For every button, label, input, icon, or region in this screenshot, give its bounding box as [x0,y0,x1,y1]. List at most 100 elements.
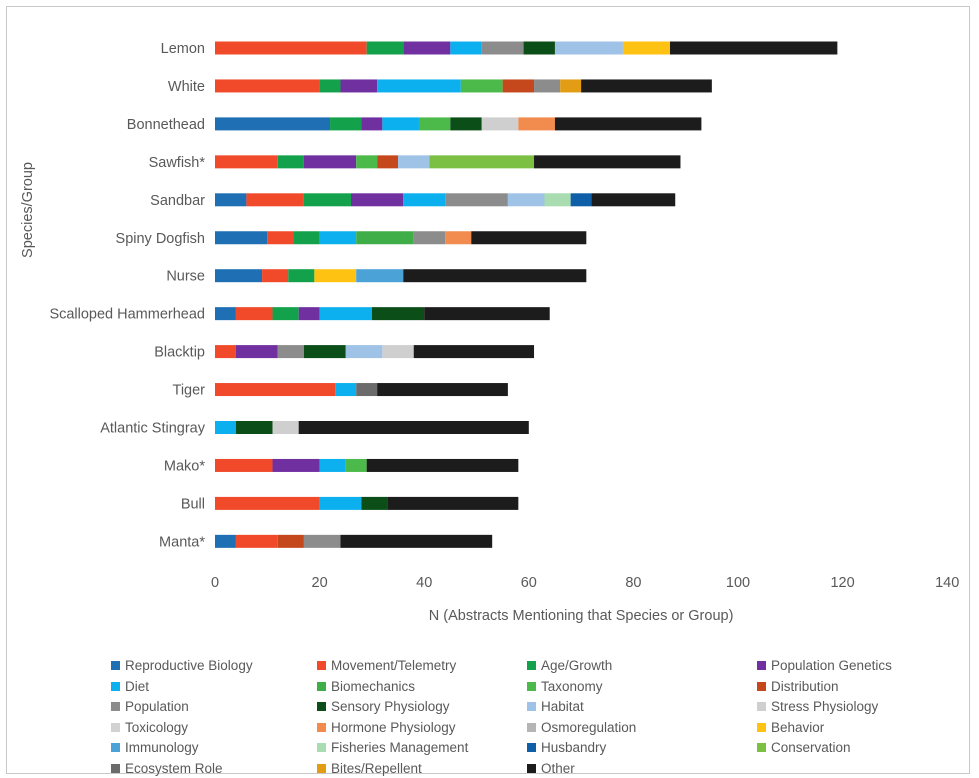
legend-label: Age/Growth [541,658,613,673]
bar-lemon-other [670,41,838,55]
bar-sawfish-other [534,155,681,169]
legend-label: Diet [125,678,150,694]
legend-item-conservation: Conservation [757,740,851,755]
bar-scalloped-hammerhead-population-genetics [298,307,320,321]
legend-swatch [111,681,120,691]
legend-swatch [527,743,536,752]
bar-manta-movement-telemetry [235,534,278,548]
bar-blacktip-stress-physiology [382,345,414,359]
bar-white-bites-repellent [560,79,582,93]
category-label: White [168,79,205,95]
bar-lemon-age-growth [366,41,404,55]
bar-sandbar-habitat [507,193,545,207]
legend-swatch [527,702,536,711]
legend-swatch [757,681,766,691]
stacked-bar-chart: Lemon White Bonnethead Sawfish* Sandbar Spiny… [20,41,959,624]
bar-lemon-sensory-physiology [523,41,555,55]
bar-scalloped-hammerhead-other [424,307,550,321]
legend-swatch [317,763,326,773]
bar-lemon-movement-telemetry [215,41,367,55]
legend-swatch [317,681,326,691]
legend-item-biomechanics: Biomechanics [317,679,415,694]
x-tick-label: 40 [416,575,432,591]
legend-label: Movement/Telemetry [331,658,457,673]
bar-manta-reproductive-biology [215,534,236,548]
bar-spiny-dogfish-reproductive-biology [215,231,268,245]
bar-bonnethead-taxonomy [418,117,451,131]
bar-blacktip-population [277,345,304,359]
bar-scalloped-hammerhead-reproductive-biology [215,307,236,321]
bar-lemon-diet [450,41,482,55]
legend-label: Husbandry [541,740,607,755]
bar-spiny-dogfish-diet [319,231,357,245]
legend-swatch [757,722,766,732]
legend-label: Osmoregulation [541,719,637,735]
bar-blacktip-sensory-physiology [303,345,346,359]
legend-label: Bites/Repellent [331,760,422,776]
bar-sandbar-age-growth [303,193,351,207]
legend-item-population: Population [111,699,189,714]
bar-white-population-genetics [340,79,378,93]
bar-white-age-growth [319,79,341,93]
legend-swatch [111,763,120,773]
bar-bonnethead-hormone-physiology [518,117,555,131]
legend-item-distribution: Distribution [757,679,839,694]
bar-white-movement-telemetry [215,79,320,93]
bar-sandbar-population-genetics [350,193,404,207]
bar-lemon-population-genetics [403,41,451,55]
bar-manta-other [340,534,493,548]
legend-swatch [757,661,766,670]
bar-blacktip-habitat [345,345,383,359]
bar-lemon-behavior [622,41,671,55]
bar-scalloped-hammerhead-age-growth [272,307,299,321]
legend-label: Sensory Physiology [331,699,450,714]
bar-manta-population [303,534,341,548]
bar-sandbar-husbandry [570,193,592,207]
x-axis-title: N (Abstracts Mentioning that Species or … [429,608,734,624]
bar-scalloped-hammerhead-movement-telemetry [235,307,273,321]
legend-item-population-genetics: Population Genetics [757,658,892,673]
legend-label: Ecosystem Role [125,760,223,776]
legend-label: Distribution [771,678,839,694]
legend-item-osmoregulation: Osmoregulation [527,720,636,735]
legend-label: Habitat [541,699,584,714]
legend-item-toxicology: Toxicology [111,720,188,735]
bar-bonnethead-sensory-physiology [450,117,482,131]
bar-lemon-population [481,41,524,55]
category-label: Tiger [173,383,206,399]
bar-mako-other [366,458,519,472]
bar-bonnethead-diet [382,117,419,131]
legend-swatch [527,763,536,773]
bar-nurse-behavior [314,269,357,283]
bar-white-diet [377,79,461,93]
legend-item-stress-physiology: Stress Physiology [757,699,878,714]
x-tick-label: 20 [312,575,328,591]
bar-nurse-reproductive-biology [215,269,263,283]
bar-bonnethead-other [554,117,702,131]
legend-swatch [527,681,536,691]
bar-mako-taxonomy [345,458,367,472]
bar-tiger-diet [335,383,357,397]
chart-frame: Lemon White Bonnethead Sawfish* Sandbar Spiny… [6,6,970,776]
bar-mako-movement-telemetry [215,458,273,472]
bar-spiny-dogfish-movement-telemetry [267,231,294,245]
bar-sandbar-diet [403,193,446,207]
bar-white-population [534,79,561,93]
bar-bonnethead-stress-physiology [481,117,519,131]
legend-label: Fisheries Management [331,740,469,755]
bar-scalloped-hammerhead-sensory-physiology [371,307,425,321]
legend-label: Toxicology [125,719,189,735]
bar-nurse-age-growth [288,269,315,283]
category-label: Lemon [161,41,205,57]
x-tick-label: 0 [211,575,219,591]
bar-atlantic-stingray-other [298,421,529,434]
bar-spiny-dogfish-population [413,231,446,245]
legend-label: Immunology [125,740,199,755]
bar-atlantic-stingray-stress-physiology [272,421,299,434]
legend-item-taxonomy: Taxonomy [527,679,603,694]
bar-nurse-immunology [356,269,404,283]
bar-sawfish-population-genetics [303,155,357,169]
legend-swatch [527,661,536,670]
legend-swatch [111,661,120,670]
bar-sandbar-other [591,193,676,207]
